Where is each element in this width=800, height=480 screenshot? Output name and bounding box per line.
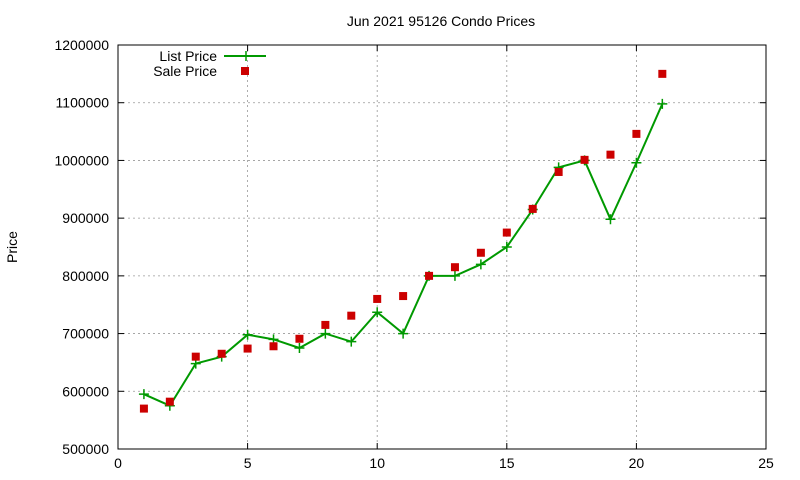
y-tick-label: 1000000 xyxy=(54,152,109,168)
x-tick-label: 10 xyxy=(369,455,385,471)
y-tick-label: 900000 xyxy=(62,210,109,226)
list-price-point xyxy=(501,242,512,252)
list-price-point xyxy=(398,328,409,339)
x-tick-label: 25 xyxy=(758,455,774,471)
chart-title: Jun 2021 95126 Condo Prices xyxy=(347,13,535,29)
axis-ticks: 0 5 10 15 20 25 500000 600000 700000 800000 900000… xyxy=(54,37,774,471)
list-price-point xyxy=(657,98,668,109)
list-price-point xyxy=(138,389,149,400)
y-tick-label: 1200000 xyxy=(54,37,109,53)
x-tick-label: 5 xyxy=(244,455,252,471)
sale-price-point xyxy=(269,342,278,351)
sale-price-point xyxy=(606,150,615,159)
x-tick-label: 20 xyxy=(629,455,645,471)
list-price-point xyxy=(372,307,383,318)
sale-price-point xyxy=(554,167,563,176)
legend: List Price Sale Price xyxy=(153,48,266,79)
sale-price-point xyxy=(295,334,304,343)
list-price-point xyxy=(294,343,305,353)
y-tick-label: 500000 xyxy=(62,441,109,457)
sale-price-point xyxy=(658,69,667,78)
legend-label-list-price: List Price xyxy=(159,48,217,64)
sale-price-point xyxy=(425,271,434,280)
sale-price-point xyxy=(139,404,148,413)
list-price-point xyxy=(631,157,642,168)
grid xyxy=(118,45,766,449)
sale-price-point xyxy=(321,320,330,329)
y-axis-label: Price xyxy=(4,231,20,263)
y-tick-label: 1100000 xyxy=(56,95,110,111)
list-price-point xyxy=(346,336,357,347)
y-tick-label: 800000 xyxy=(62,268,109,284)
sale-price-point xyxy=(450,263,459,272)
series xyxy=(138,69,668,413)
sale-price-point xyxy=(399,292,408,301)
list-price-point xyxy=(242,329,253,340)
sale-price-point xyxy=(528,204,537,213)
sale-price-point xyxy=(580,155,589,164)
sale-price-point xyxy=(243,344,252,353)
list-price-point xyxy=(605,214,616,225)
plot-frame xyxy=(117,44,767,450)
sale-price-point xyxy=(347,311,356,320)
list-price-point xyxy=(449,270,460,281)
sale-price-point xyxy=(476,248,485,257)
list-price-point xyxy=(475,259,486,270)
sale-price-point xyxy=(217,349,226,358)
y-tick-label: 700000 xyxy=(62,326,109,342)
legend-marker-list-price xyxy=(241,51,251,61)
sale-price-point xyxy=(632,129,641,138)
sale-price-point xyxy=(373,294,382,303)
x-tick-label: 0 xyxy=(114,455,122,471)
sale-price-point xyxy=(191,352,200,361)
y-tick-label: 600000 xyxy=(62,383,109,399)
list-price-point xyxy=(320,328,331,339)
x-tick-label: 15 xyxy=(499,455,515,471)
legend-marker-sale-price xyxy=(241,67,249,75)
sale-price-point xyxy=(502,228,511,237)
legend-label-sale-price: Sale Price xyxy=(153,63,217,79)
sale-price-point xyxy=(165,397,174,406)
